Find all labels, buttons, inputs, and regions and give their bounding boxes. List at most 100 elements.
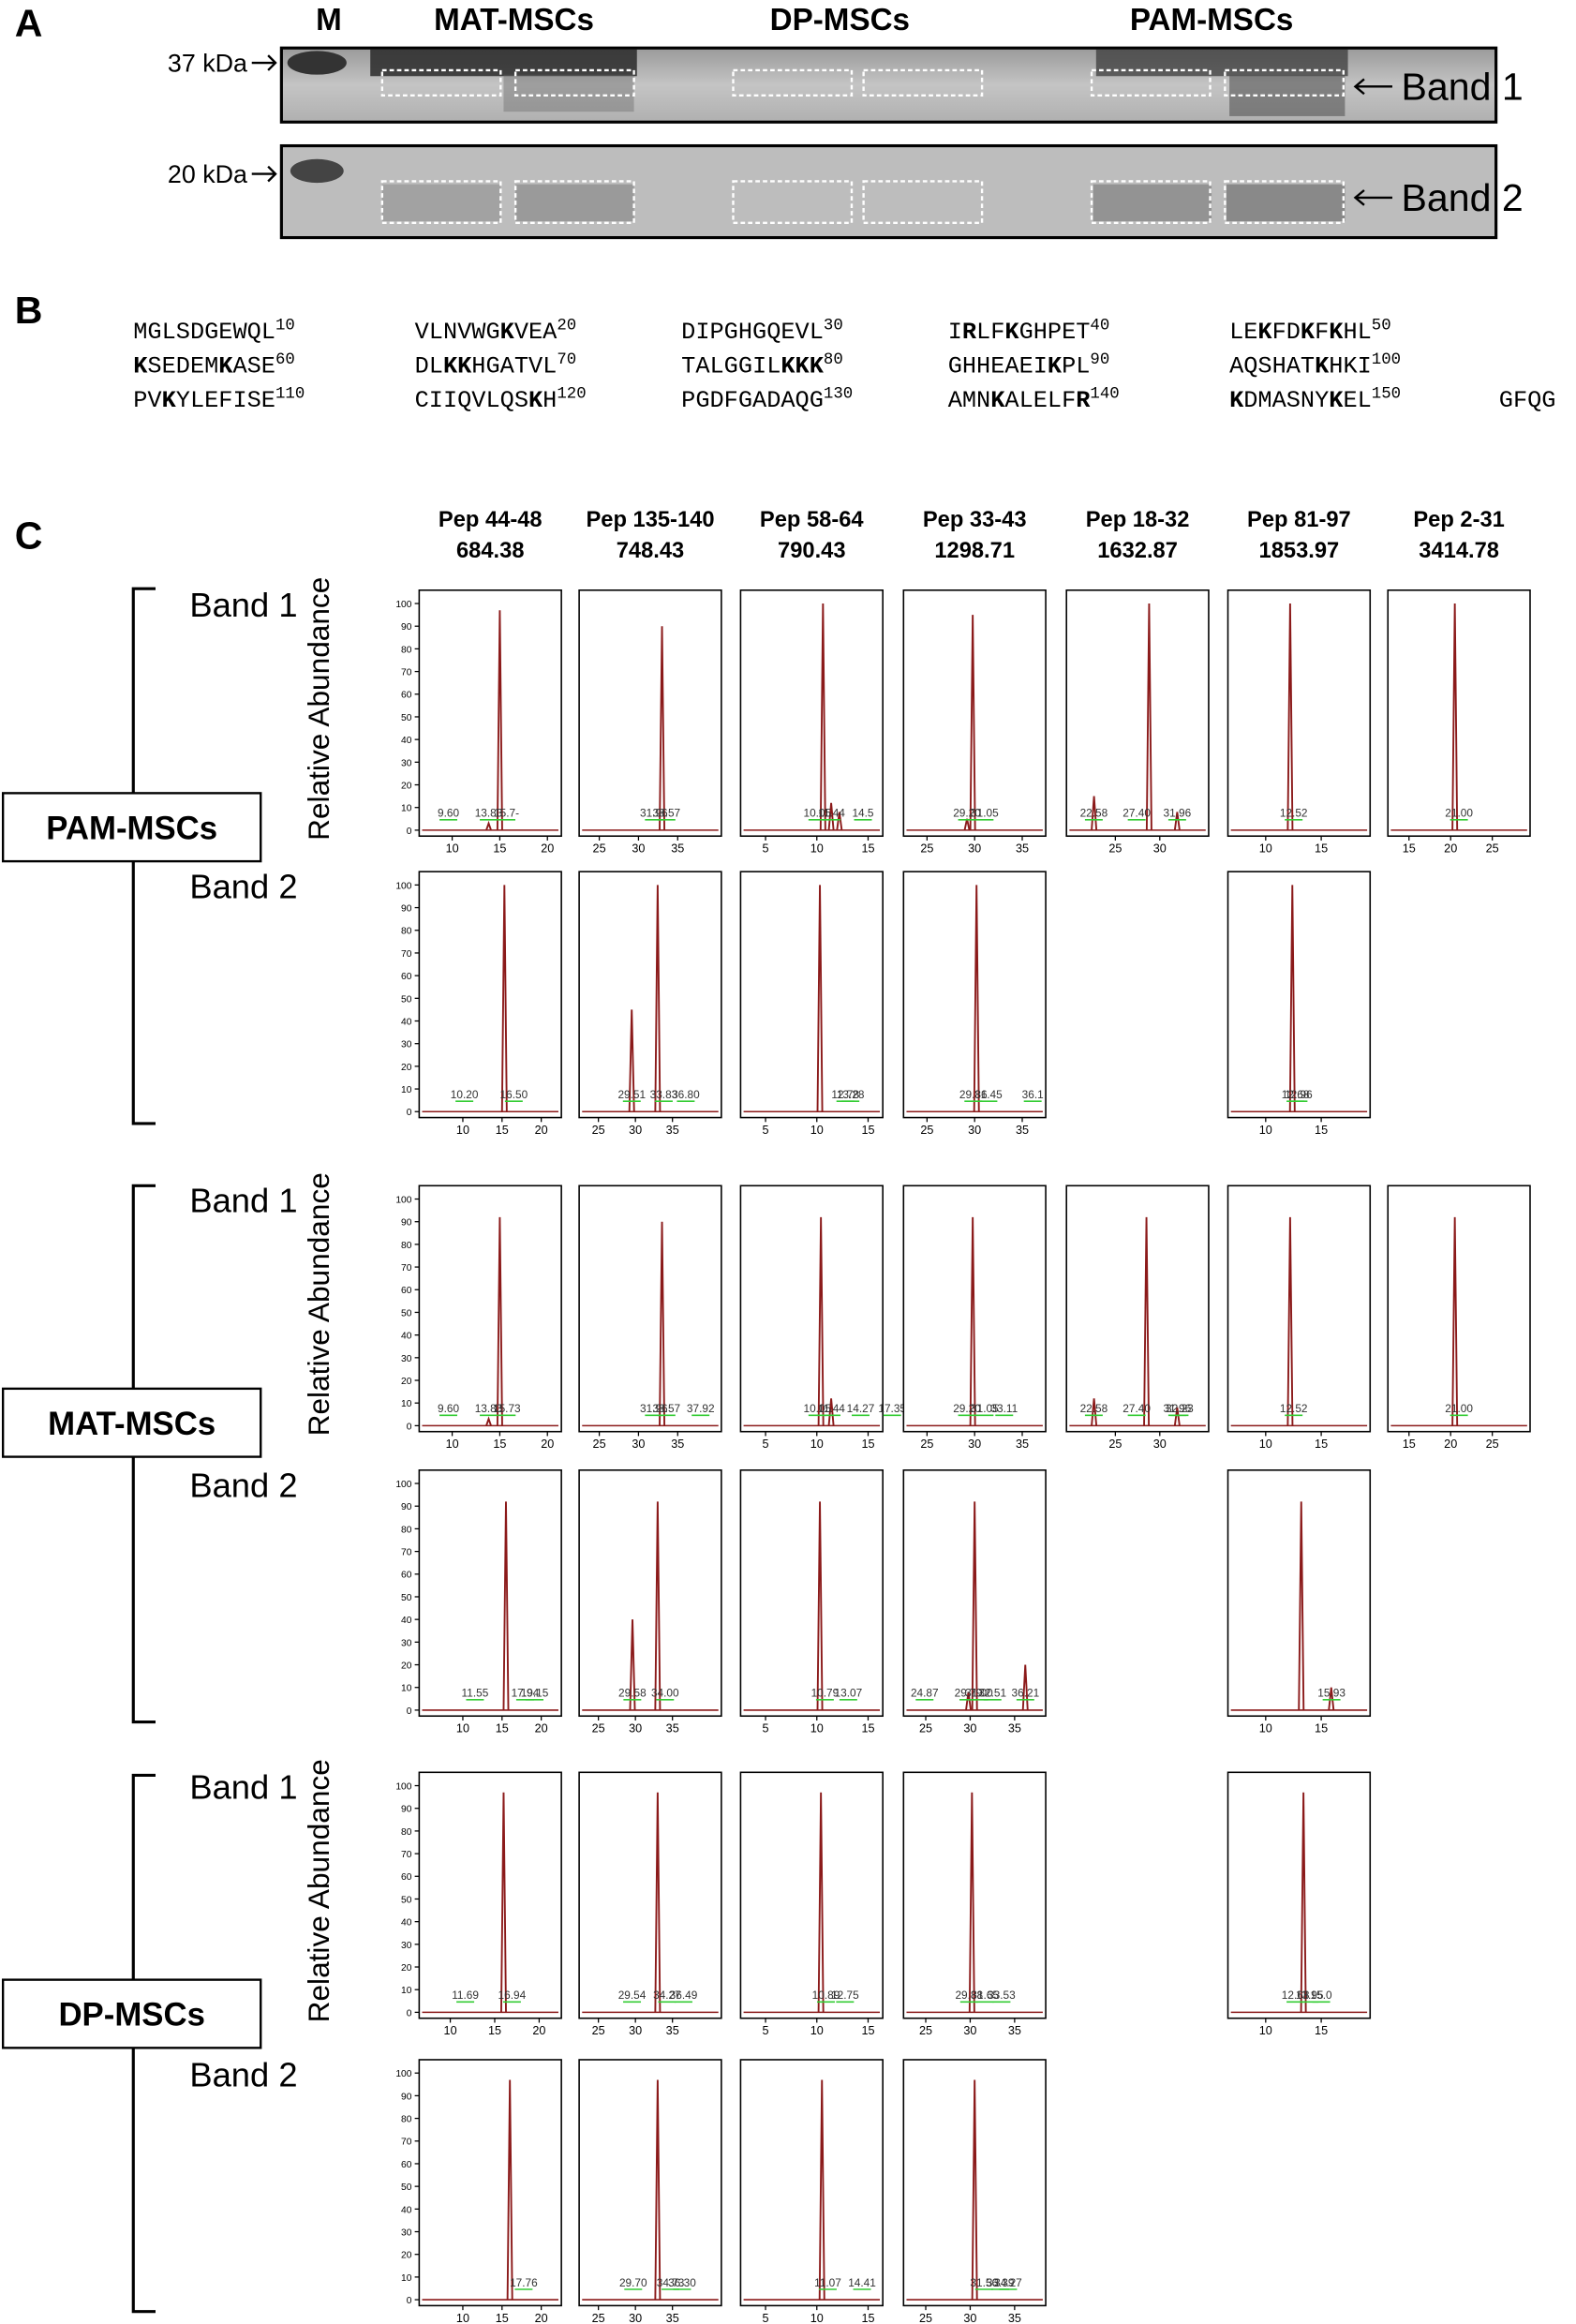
y-tick-label: 70	[401, 2138, 412, 2148]
y-tick-label: 100	[395, 1781, 411, 1792]
peak-label: 31.96	[640, 1402, 668, 1415]
x-tick-label: 30	[632, 842, 645, 856]
x-tick-label: 30	[963, 1722, 976, 1736]
peak-label: 11.69	[452, 1989, 479, 2002]
peak	[500, 885, 508, 1112]
y-tick-label: 10	[401, 1986, 412, 1996]
peak-label: 11.44	[818, 1402, 845, 1415]
peak-label: 10.89	[812, 1989, 840, 2002]
y-tick-label: 0	[407, 1706, 412, 1717]
plot-frame	[1387, 1184, 1531, 1433]
peak-label: 31.96	[640, 807, 668, 820]
sequence-chunk: AMNKALELFR140	[948, 385, 1120, 413]
sequence-chunk: VLNVWGKVEA20	[415, 318, 577, 346]
peak	[628, 1009, 635, 1112]
peak-label: 29.51	[617, 1088, 646, 1101]
residues: DIPGHGQEVL	[681, 319, 824, 346]
x-tick-label: 35	[666, 1124, 679, 1137]
plot-frame	[418, 2059, 562, 2307]
y-tick-label: 50	[401, 1308, 412, 1318]
y-tick-label: 20	[401, 1963, 412, 1974]
x-tick-label: 25	[1108, 842, 1122, 856]
peak-label: 32.23	[1166, 1402, 1194, 1415]
peak	[1091, 796, 1098, 830]
x-tick-label: 20	[532, 2024, 545, 2037]
bold-residue: K	[133, 352, 148, 380]
y-tick-label: 60	[401, 691, 412, 701]
residues: GHHEAEI	[948, 352, 1048, 380]
y-tick-label: 20	[401, 781, 412, 791]
x-tick-label: 10	[446, 842, 459, 856]
x-tick-label: 25	[593, 1438, 606, 1451]
peak	[827, 1398, 835, 1426]
residue-number: 90	[1090, 351, 1109, 369]
band-label: Band 2	[189, 1466, 297, 1504]
x-tick-label: 25	[592, 1722, 605, 1736]
y-tick-label: 40	[401, 1017, 412, 1027]
x-tick-label: 15	[861, 1438, 874, 1451]
x-tick-label: 15	[493, 1438, 506, 1451]
peak-label: 33.11	[990, 1402, 1018, 1415]
peak	[1328, 1687, 1335, 1711]
peak	[506, 2079, 513, 2301]
sequence-chunk: DLKKHGATVL70	[415, 351, 577, 380]
peptide-name: Pep 81-97	[1247, 508, 1351, 532]
peak-label: 16.94	[498, 1989, 527, 2002]
chromatogram: 17.76 10 15 20 0 10 20 30 40 50 60 70 80 90 100	[395, 2059, 562, 2324]
peak-label: 10.79	[811, 1687, 840, 1700]
residues: PV	[133, 387, 162, 414]
x-tick-label: 35	[1016, 1124, 1029, 1137]
x-tick-label: 10	[1259, 1124, 1272, 1137]
band-label: Band 1	[1401, 66, 1523, 109]
x-tick-label: 15	[1315, 1722, 1328, 1736]
y-tick-label: 60	[401, 2160, 412, 2170]
peak-label: 22.58	[1080, 807, 1108, 820]
x-tick-label: 15	[488, 2024, 501, 2037]
residues: MGLSDGEWQL	[133, 319, 275, 346]
peak-label: 12.52	[1280, 1402, 1308, 1415]
y-tick-label: 80	[401, 1525, 412, 1535]
residue-number: 60	[275, 351, 295, 369]
sequence-chunk: LEKFDKFKHL50	[1229, 318, 1391, 346]
peak-label: 33.39	[987, 2276, 1015, 2289]
x-tick-label: 35	[1016, 842, 1029, 856]
sequence-chunk: MGLSDGEWQL10	[133, 318, 295, 346]
y-tick-label: 40	[401, 1616, 412, 1626]
x-tick-label: 30	[968, 1438, 981, 1451]
x-tick-label: 15	[1403, 842, 1416, 856]
y-tick-label: 70	[401, 1850, 412, 1860]
y-axis-label: Relative Abundance	[302, 577, 335, 841]
peak-label: 34.73	[657, 2276, 685, 2289]
lane-label: PAM-MSCs	[1130, 3, 1294, 37]
x-tick-label: 10	[1259, 842, 1272, 856]
bold-residue: K	[1301, 319, 1316, 346]
residues: H	[543, 387, 557, 414]
residues: ASE	[232, 352, 275, 380]
y-tick-label: 30	[401, 1638, 412, 1648]
peak	[816, 1501, 824, 1710]
y-tick-label: 90	[401, 622, 412, 633]
peptide-mass: 1298.71	[934, 539, 1015, 563]
peptide-name: Pep 18-32	[1086, 508, 1190, 532]
x-tick-label: 5	[763, 2312, 769, 2324]
peak-label: 12.78	[831, 1088, 859, 1101]
peak-label: 29.88	[955, 1989, 983, 2002]
x-tick-label: 10	[810, 1438, 824, 1451]
peak-label: 29.20	[953, 1402, 981, 1415]
peak	[500, 1792, 507, 2013]
x-tick-label: 35	[1008, 1722, 1021, 1736]
x-tick-label: 15	[496, 1722, 509, 1736]
x-tick-label: 15	[1315, 842, 1328, 856]
peak	[654, 2079, 662, 2301]
band-label: Band 1	[189, 1768, 297, 1807]
x-tick-label: 15	[493, 842, 506, 856]
